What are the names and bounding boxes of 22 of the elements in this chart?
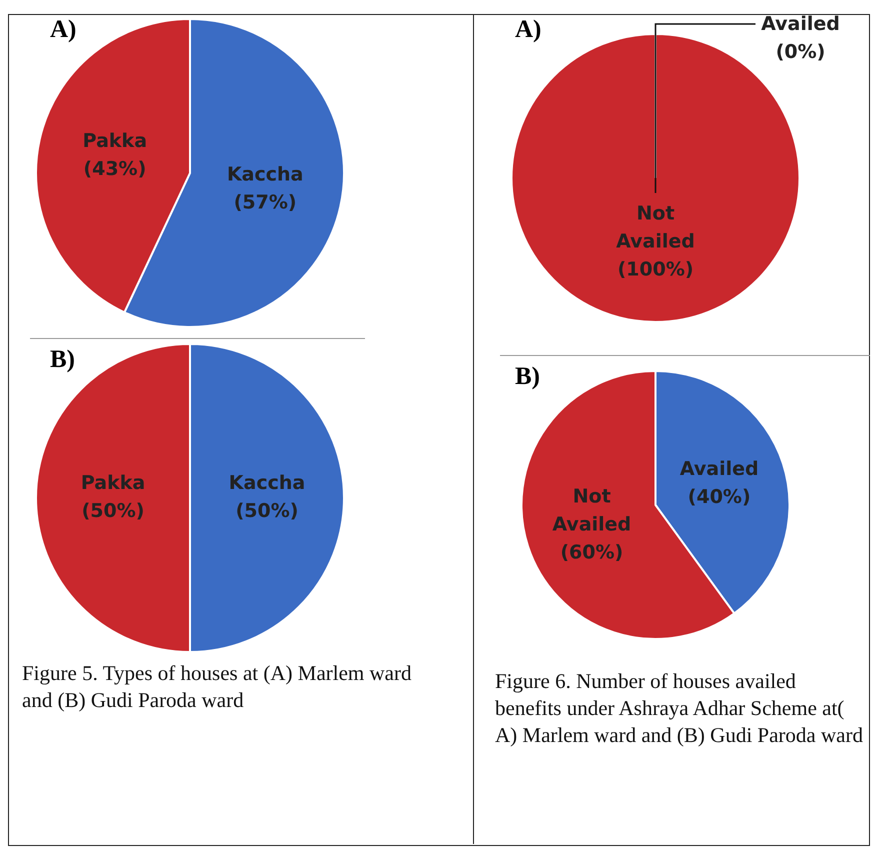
caption: Figure 5. Types of houses at (A) Marlem ward and (B) Gudi Paroda ward: [22, 660, 412, 714]
text: (0%): [776, 40, 826, 63]
slice-label: Pakka: [82, 130, 148, 152]
chart-title: B): [50, 346, 75, 374]
chart-title: A): [515, 16, 542, 44]
data-label: (100%): [617, 258, 694, 281]
chart-title: B): [515, 363, 540, 391]
slice-label: Availed: [680, 458, 759, 480]
caption: Figure 6. Number of houses availed benefits under Ashraya Adhar Scheme at( A) Marlem ward and (B) Gudi Paroda ward: [495, 668, 864, 749]
slice-label: Not Availed: [616, 202, 695, 253]
data-label: (50%): [82, 500, 144, 522]
category-label: Availed: [761, 12, 840, 35]
chart-title: A): [50, 16, 76, 44]
data-label: (60%): [560, 542, 624, 564]
slice-label: Kaccha: [226, 164, 304, 186]
slice-label: Kaccha: [228, 472, 306, 494]
data-label: (57%): [234, 192, 297, 214]
data-label: (50%): [236, 500, 298, 522]
data-label: (40%): [688, 486, 751, 508]
slice-label: Not Availed: [552, 486, 632, 536]
data-label: (43%): [83, 158, 146, 180]
slice-label: Pakka: [80, 472, 146, 494]
